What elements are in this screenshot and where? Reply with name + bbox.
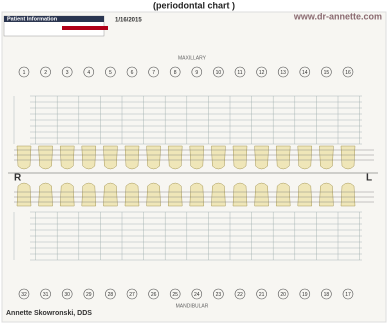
tooth-number: 18 [324,292,330,298]
tooth-number: 30 [64,292,70,298]
tooth-drawing [125,146,139,169]
tooth-number: 31 [43,292,49,298]
tooth-number: 25 [172,292,178,298]
tooth-number: 7 [152,70,155,76]
tooth-drawing [255,146,269,169]
tooth-drawing [17,146,31,169]
tooth-drawing [190,146,204,169]
tooth-number: 2 [44,70,47,76]
tooth-drawing [211,183,225,206]
tooth-drawing [341,183,355,206]
tooth-number: 21 [259,292,265,298]
tooth-number: 28 [108,292,114,298]
website: www.dr-annette.com [293,11,382,21]
redaction-bar [62,26,108,30]
tooth-drawing [190,183,204,206]
tooth-drawing [103,146,117,169]
tooth-drawing [39,146,53,169]
tooth-number: 14 [302,70,308,76]
tooth-number: 1 [23,70,26,76]
tooth-number: 32 [21,292,27,298]
tooth-number: 27 [129,292,135,298]
tooth-drawing [298,183,312,206]
tooth-drawing [147,146,161,169]
tooth-number: 15 [324,70,330,76]
tooth-number: 4 [87,70,90,76]
tooth-number: 17 [345,292,351,298]
tooth-number: 6 [131,70,134,76]
tooth-number: 3 [66,70,69,76]
tooth-drawing [276,183,290,206]
tooth-drawing [319,183,333,206]
lower-label: MANDIBULAR [176,303,209,309]
tooth-drawing [82,183,96,206]
tooth-number: 29 [86,292,92,298]
tooth-drawing [60,146,74,169]
tooth-drawing [17,183,31,206]
tooth-number: 11 [237,70,242,76]
tooth-drawing [168,183,182,206]
tooth-drawing [39,183,53,206]
tooth-drawing [147,183,161,206]
tooth-number: 13 [280,70,286,76]
tooth-drawing [276,146,290,169]
page: (periodontal chart ) Patient Information… [0,0,388,324]
tooth-number: 20 [280,292,286,298]
tooth-drawing [103,183,117,206]
tooth-number: 16 [345,70,351,76]
side-right: R [14,173,22,184]
tooth-drawing [60,183,74,206]
tooth-number: 19 [302,292,308,298]
tooth-number: 9 [195,70,198,76]
tooth-number: 5 [109,70,112,76]
tooth-number: 26 [151,292,157,298]
tooth-drawing [233,146,247,169]
tooth-drawing [168,146,182,169]
upper-label: MAXILLARY [178,55,207,61]
tooth-number: 10 [216,70,222,76]
tooth-drawing [211,146,225,169]
tooth-number: 22 [237,292,243,298]
tooth-drawing [233,183,247,206]
doctor: Annette Skowronski, DDS [6,310,92,317]
date: 1/16/2015 [115,18,142,24]
tooth-drawing [82,146,96,169]
tooth-drawing [125,183,139,206]
side-left: L [366,173,372,184]
tooth-drawing [341,146,355,169]
caption: (periodontal chart ) [153,0,235,10]
tooth-drawing [255,183,269,206]
tooth-number: 23 [216,292,222,298]
patient-title: Patient Information [7,16,58,22]
tooth-drawing [319,146,333,169]
tooth-number: 12 [259,70,265,76]
tooth-number: 24 [194,292,200,298]
tooth-drawing [298,146,312,169]
tooth-number: 8 [174,70,177,76]
